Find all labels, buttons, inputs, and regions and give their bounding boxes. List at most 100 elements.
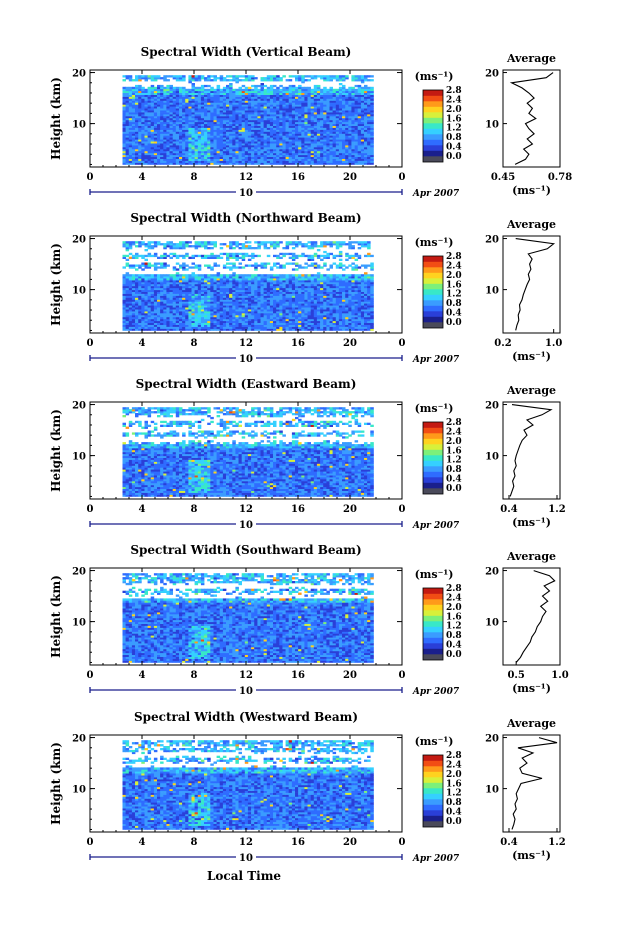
heatmap-cell [273, 318, 277, 322]
heatmap-cell [357, 152, 362, 156]
heatmap-cell [125, 96, 130, 99]
heatmap-cell [307, 305, 311, 308]
heatmap-cell [135, 86, 139, 90]
heatmap-cell [197, 88, 202, 92]
heatmap-cell [200, 158, 205, 161]
heatmap-cell [345, 148, 349, 152]
heatmap-cell [313, 92, 318, 95]
heatmap-cell [147, 162, 152, 165]
heatmap-cell [304, 305, 308, 308]
heatmap-cell [244, 139, 249, 142]
heatmap-cell [179, 125, 183, 128]
heatmap-cell [150, 129, 155, 132]
heatmap-cell [182, 145, 186, 148]
heatmap-cell [210, 311, 214, 314]
heatmap-cell [332, 154, 337, 157]
heatmap-cell [323, 110, 327, 113]
heatmap-cell [348, 86, 352, 90]
heatmap-cell [131, 326, 136, 329]
heatmap-cell [194, 305, 199, 308]
heatmap-cell [157, 295, 161, 298]
heatmap-cell [304, 297, 308, 300]
heatmap-cell [147, 147, 152, 150]
heatmap-cell [169, 158, 173, 161]
heatmap-cell [254, 301, 258, 304]
heatmap-cell [131, 152, 136, 156]
heatmap-cell [304, 115, 308, 119]
heatmap-cell [219, 322, 224, 325]
heatmap-cell [276, 324, 280, 327]
heatmap-cell [216, 324, 221, 327]
heatmap-cell [160, 295, 164, 298]
heatmap-cell [307, 303, 311, 306]
heatmap-cell [150, 133, 155, 136]
heatmap-cell [307, 154, 311, 157]
heatmap-cell [307, 123, 311, 126]
heatmap-cell [323, 148, 327, 152]
heatmap-cell [348, 297, 352, 300]
heatmap-cell [194, 98, 199, 101]
heatmap-cell [135, 160, 139, 163]
heatmap-cell [160, 162, 164, 165]
heatmap-cell [257, 114, 261, 117]
heatmap-cell [364, 117, 368, 121]
heatmap-cell [125, 121, 130, 125]
heatmap-cell [150, 141, 155, 144]
heatmap-cell [244, 156, 249, 159]
heatmap-cell [185, 328, 189, 331]
heatmap-cell [313, 123, 318, 126]
heatmap-cell [367, 156, 371, 159]
heatmap-cell [128, 324, 133, 327]
heatmap-cell [185, 303, 189, 306]
heatmap-cell [244, 106, 249, 109]
heatmap-cell [182, 133, 186, 136]
heatmap-cell [364, 152, 368, 156]
heatmap-cell [235, 314, 239, 318]
heatmap-cell [260, 305, 264, 308]
heatmap-cell [335, 162, 340, 165]
heatmap-cell [304, 117, 308, 121]
heatmap-cell [172, 104, 177, 107]
heatmap-cell [210, 162, 214, 165]
heatmap-cell [122, 104, 126, 107]
heatmap-cell [295, 150, 299, 154]
heatmap-cell [244, 154, 249, 157]
profile-x-tick-label: 0.78 [548, 172, 572, 183]
heatmap-cell [166, 108, 170, 111]
heatmap-cell [323, 314, 327, 318]
heatmap-cell [316, 104, 321, 107]
heatmap-cell [185, 137, 189, 140]
heatmap-cell [210, 316, 214, 320]
heatmap-cell [326, 328, 330, 331]
heatmap-cell [338, 98, 343, 101]
heatmap-cell [364, 86, 368, 90]
heatmap-cell [367, 92, 371, 95]
heatmap-cell [354, 115, 359, 119]
heatmap-cell [295, 148, 299, 152]
heatmap-cell [304, 88, 308, 92]
heatmap-cell [144, 297, 148, 300]
heatmap-cell [329, 328, 333, 331]
heatmap-cell [276, 316, 280, 320]
heatmap-cell [166, 299, 170, 302]
heatmap-cell [235, 112, 239, 115]
heatmap-cell [241, 115, 246, 119]
heatmap-cell [122, 92, 126, 95]
heatmap-cell [269, 127, 274, 130]
heatmap-cell [185, 309, 189, 312]
heatmap-cell [232, 129, 236, 132]
heatmap-cell [254, 141, 258, 144]
heatmap-cell [263, 110, 268, 113]
heatmap-cell [367, 299, 371, 302]
heatmap-cell [269, 160, 274, 163]
heatmap-cell [285, 141, 290, 144]
heatmap-cell [354, 117, 359, 121]
heatmap-cell [191, 322, 195, 325]
heatmap-cell [316, 139, 321, 142]
heatmap-cell [316, 112, 321, 115]
heatmap-cell [367, 322, 371, 325]
heatmap-cell [150, 314, 155, 318]
heatmap-cell [125, 316, 130, 320]
heatmap-cell [329, 139, 333, 142]
heatmap-cell [182, 115, 186, 119]
